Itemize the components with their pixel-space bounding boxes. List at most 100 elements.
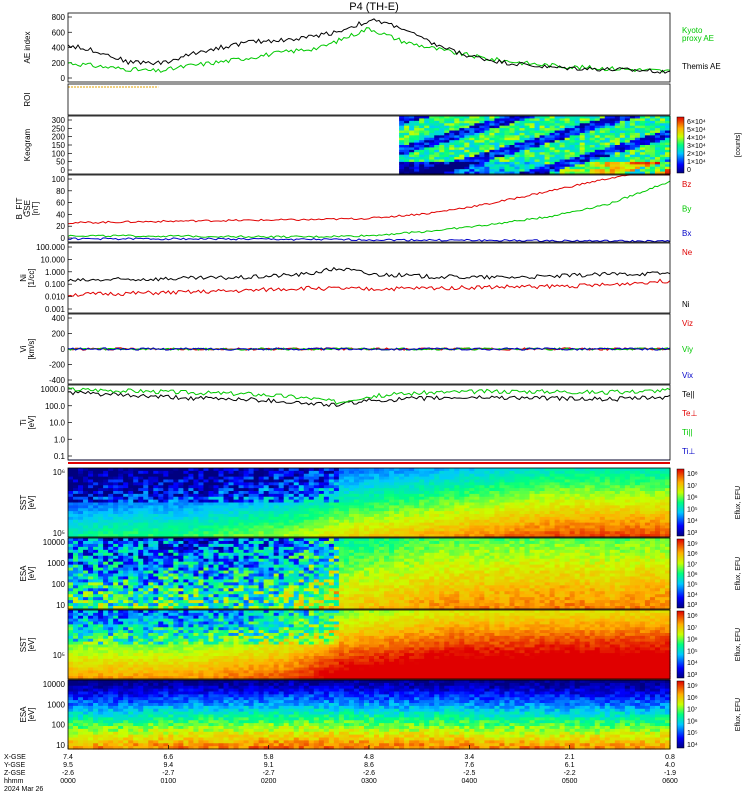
heatmap-cell xyxy=(624,118,631,122)
heatmap-cell xyxy=(464,120,470,124)
heatmap-cell xyxy=(569,132,576,136)
heatmap-cell xyxy=(574,125,581,129)
heatmap-cell xyxy=(494,130,501,134)
heatmap-cell xyxy=(589,140,596,144)
heatmap-cell xyxy=(484,142,490,146)
heatmap-cell xyxy=(333,496,340,501)
heatmap-cell xyxy=(579,132,586,136)
heatmap-cell xyxy=(524,149,531,153)
heatmap-cell xyxy=(93,522,99,527)
heatmap-cell xyxy=(459,485,465,489)
heatmap-cell xyxy=(263,493,270,498)
heatmap-cell xyxy=(374,525,380,529)
heatmap-cell xyxy=(424,470,430,475)
heatmap-cell xyxy=(544,132,551,136)
heatmap-cell xyxy=(78,482,84,486)
heatmap-cell xyxy=(604,116,611,120)
heatmap-cell xyxy=(389,470,395,475)
heatmap-cell xyxy=(409,128,415,132)
heatmap-cell xyxy=(303,505,310,509)
heatmap-cell xyxy=(268,493,275,498)
heatmap-cell xyxy=(173,525,179,529)
heatmap-cell xyxy=(659,132,666,136)
heatmap-cell xyxy=(464,137,470,141)
heatmap-cell xyxy=(148,470,154,475)
heatmap-cell xyxy=(509,514,516,518)
heatmap-cell xyxy=(233,493,240,498)
heatmap-cell xyxy=(138,516,144,521)
heatmap-cell xyxy=(654,149,661,153)
heatmap-cell xyxy=(584,135,591,139)
heatmap-cell xyxy=(504,125,511,129)
heatmap-cell xyxy=(108,488,114,492)
heatmap-cell xyxy=(609,135,616,139)
heatmap-cell xyxy=(459,145,465,149)
heatmap-cell xyxy=(604,120,611,124)
heatmap-cell xyxy=(434,496,440,501)
heatmap-cell xyxy=(484,169,490,173)
heatmap-cell xyxy=(464,485,470,489)
heatmap-cell xyxy=(429,149,435,153)
heatmap-cell xyxy=(529,522,536,527)
heatmap-cell xyxy=(83,493,89,498)
heatmap-cell xyxy=(208,508,215,512)
heatmap-cell xyxy=(659,135,666,139)
heatmap-cell xyxy=(574,166,581,170)
heatmap-cell xyxy=(188,522,195,527)
heatmap-cell xyxy=(188,496,195,501)
heatmap-cell xyxy=(268,468,275,472)
heatmap-cell xyxy=(484,496,490,501)
heatmap-cell xyxy=(509,508,516,512)
heatmap-cell xyxy=(158,508,164,512)
heatmap-cell xyxy=(594,123,601,127)
heatmap-cell xyxy=(539,531,546,535)
heatmap-cell xyxy=(494,118,501,122)
heatmap-cell xyxy=(248,491,255,495)
heatmap-cell xyxy=(93,468,99,472)
heatmap-cell xyxy=(599,140,606,144)
heatmap-cell xyxy=(399,488,405,492)
heatmap-cell xyxy=(323,522,330,527)
heatmap-cell xyxy=(519,123,526,127)
heatmap-cell xyxy=(153,479,159,483)
heatmap-cell xyxy=(444,125,450,129)
heatmap-cell xyxy=(509,531,516,535)
heatmap-cell xyxy=(399,166,405,170)
heatmap-cell xyxy=(213,511,220,515)
heatmap-cell xyxy=(133,528,139,532)
heatmap-cell xyxy=(333,522,340,527)
heatmap-cell xyxy=(484,531,490,535)
heatmap-cell xyxy=(103,488,109,492)
heatmap-cell xyxy=(524,157,531,161)
heatmap-cell xyxy=(318,531,325,535)
heatmap-cell xyxy=(318,505,325,509)
heatmap-cell xyxy=(293,473,300,478)
heatmap-cell xyxy=(268,473,275,478)
heatmap-cell xyxy=(83,485,89,489)
heatmap-cell xyxy=(163,534,169,538)
heatmap-cell xyxy=(258,531,265,535)
heatmap-cell xyxy=(444,164,450,168)
heatmap-cell xyxy=(419,470,425,475)
colorbar-tick-label: 5×10⁴ xyxy=(687,127,706,134)
heatmap-cell xyxy=(599,159,606,163)
heatmap-cell xyxy=(409,479,415,483)
heatmap-cell xyxy=(238,470,245,475)
heatmap-cell xyxy=(369,485,375,489)
heatmap-cell xyxy=(293,522,300,527)
heatmap-cell xyxy=(644,132,651,136)
heatmap-cell xyxy=(499,166,506,170)
heatmap-cell xyxy=(83,496,89,501)
heatmap-cell xyxy=(238,531,245,535)
heatmap-cell xyxy=(178,528,184,532)
heatmap-cell xyxy=(554,116,561,120)
heatmap-cell xyxy=(509,164,516,168)
heatmap-cell xyxy=(624,140,631,144)
heatmap-cell xyxy=(549,522,556,527)
heatmap-cell xyxy=(268,488,275,492)
heatmap-cell xyxy=(404,123,410,127)
heatmap-cell xyxy=(148,502,154,506)
heatmap-cell xyxy=(363,525,370,529)
heatmap-cell xyxy=(429,154,435,158)
heatmap-cell xyxy=(449,147,455,151)
